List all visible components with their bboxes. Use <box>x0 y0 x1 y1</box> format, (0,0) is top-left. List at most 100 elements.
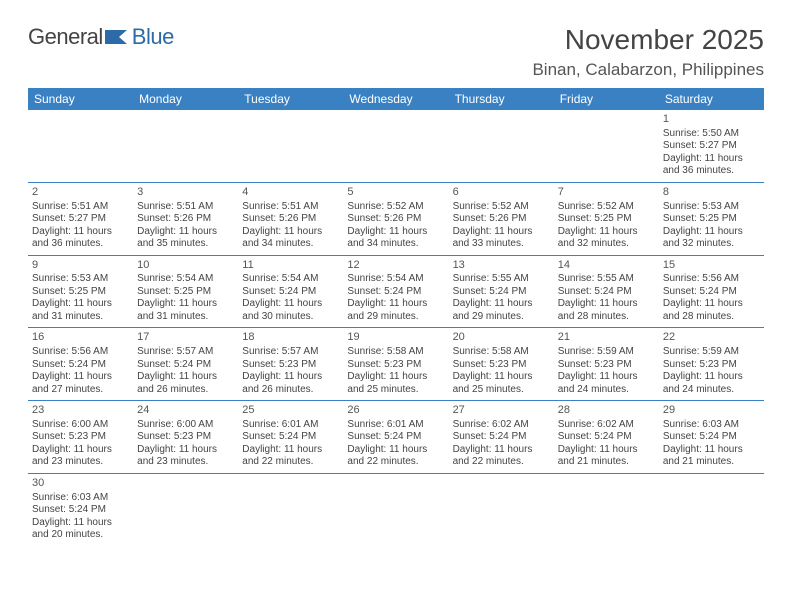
day-info-line: Daylight: 11 hours <box>558 371 655 384</box>
day-info-line: Sunset: 5:26 PM <box>347 213 444 226</box>
calendar-cell: 26Sunrise: 6:01 AMSunset: 5:24 PMDayligh… <box>343 401 448 474</box>
calendar-cell: 16Sunrise: 5:56 AMSunset: 5:24 PMDayligh… <box>28 328 133 401</box>
day-number: 20 <box>453 331 550 345</box>
day-number: 5 <box>347 186 444 200</box>
day-info-line: Daylight: 11 hours <box>32 298 129 311</box>
weekday-header: Friday <box>554 88 659 110</box>
day-info-line: Sunset: 5:26 PM <box>137 213 234 226</box>
calendar-cell-empty <box>238 110 343 182</box>
day-info-line: and 35 minutes. <box>137 238 234 251</box>
day-info-line: Sunrise: 5:53 AM <box>32 273 129 286</box>
calendar-cell-empty <box>133 473 238 545</box>
day-info-line: Sunset: 5:24 PM <box>558 286 655 299</box>
calendar-cell-empty <box>554 110 659 182</box>
calendar-body: 1Sunrise: 5:50 AMSunset: 5:27 PMDaylight… <box>28 110 764 546</box>
day-info-line: Sunrise: 5:52 AM <box>453 201 550 214</box>
calendar-cell: 15Sunrise: 5:56 AMSunset: 5:24 PMDayligh… <box>659 255 764 328</box>
calendar-cell: 3Sunrise: 5:51 AMSunset: 5:26 PMDaylight… <box>133 182 238 255</box>
day-info-line: Sunset: 5:24 PM <box>137 359 234 372</box>
day-info-line: Sunset: 5:26 PM <box>453 213 550 226</box>
brand-part2: Blue <box>132 24 174 50</box>
day-info-line: Sunrise: 5:59 AM <box>663 346 760 359</box>
day-info-line: Sunset: 5:25 PM <box>137 286 234 299</box>
day-info-line: and 36 minutes. <box>32 238 129 251</box>
weekday-header: Monday <box>133 88 238 110</box>
day-info-line: Daylight: 11 hours <box>558 298 655 311</box>
day-info-line: Sunrise: 6:02 AM <box>453 419 550 432</box>
day-info-line: and 30 minutes. <box>242 311 339 324</box>
calendar-cell-empty <box>554 473 659 545</box>
calendar-cell: 20Sunrise: 5:58 AMSunset: 5:23 PMDayligh… <box>449 328 554 401</box>
calendar-cell: 1Sunrise: 5:50 AMSunset: 5:27 PMDaylight… <box>659 110 764 182</box>
day-info-line: Sunset: 5:23 PM <box>137 431 234 444</box>
day-info-line: Sunset: 5:24 PM <box>663 286 760 299</box>
day-info-line: Sunset: 5:23 PM <box>347 359 444 372</box>
day-info-line: Sunset: 5:24 PM <box>347 286 444 299</box>
day-info-line: Daylight: 11 hours <box>242 226 339 239</box>
day-info-line: and 23 minutes. <box>137 456 234 469</box>
day-info-line: and 33 minutes. <box>453 238 550 251</box>
title-block: November 2025 Binan, Calabarzon, Philipp… <box>532 24 764 86</box>
day-number: 6 <box>453 186 550 200</box>
day-info-line: Daylight: 11 hours <box>137 298 234 311</box>
day-info-line: Sunrise: 5:55 AM <box>453 273 550 286</box>
day-info-line: Daylight: 11 hours <box>453 371 550 384</box>
calendar-cell: 5Sunrise: 5:52 AMSunset: 5:26 PMDaylight… <box>343 182 448 255</box>
day-info-line: Daylight: 11 hours <box>663 153 760 166</box>
day-info-line: and 32 minutes. <box>663 238 760 251</box>
calendar-row: 2Sunrise: 5:51 AMSunset: 5:27 PMDaylight… <box>28 182 764 255</box>
day-info-line: Sunrise: 5:54 AM <box>347 273 444 286</box>
day-info-line: Daylight: 11 hours <box>347 226 444 239</box>
day-info-line: Daylight: 11 hours <box>663 298 760 311</box>
day-number: 17 <box>137 331 234 345</box>
calendar-cell: 17Sunrise: 5:57 AMSunset: 5:24 PMDayligh… <box>133 328 238 401</box>
day-info-line: Daylight: 11 hours <box>32 517 129 530</box>
day-info-line: Daylight: 11 hours <box>347 371 444 384</box>
weekday-header: Saturday <box>659 88 764 110</box>
day-info-line: Sunrise: 5:50 AM <box>663 128 760 141</box>
day-number: 4 <box>242 186 339 200</box>
day-info-line: Daylight: 11 hours <box>663 371 760 384</box>
day-info-line: Sunset: 5:27 PM <box>663 140 760 153</box>
day-info-line: Daylight: 11 hours <box>663 226 760 239</box>
day-info-line: Sunset: 5:24 PM <box>32 359 129 372</box>
day-info-line: Daylight: 11 hours <box>137 226 234 239</box>
day-info-line: Sunset: 5:24 PM <box>242 286 339 299</box>
day-number: 13 <box>453 259 550 273</box>
flag-icon <box>105 28 131 46</box>
day-number: 10 <box>137 259 234 273</box>
day-info-line: and 21 minutes. <box>558 456 655 469</box>
day-info-line: Sunrise: 6:03 AM <box>32 492 129 505</box>
calendar-cell-empty <box>343 110 448 182</box>
calendar-cell: 8Sunrise: 5:53 AMSunset: 5:25 PMDaylight… <box>659 182 764 255</box>
location-text: Binan, Calabarzon, Philippines <box>532 60 764 80</box>
day-info-line: and 20 minutes. <box>32 529 129 542</box>
day-info-line: Sunrise: 6:01 AM <box>347 419 444 432</box>
calendar-cell: 23Sunrise: 6:00 AMSunset: 5:23 PMDayligh… <box>28 401 133 474</box>
calendar-cell: 25Sunrise: 6:01 AMSunset: 5:24 PMDayligh… <box>238 401 343 474</box>
day-number: 29 <box>663 404 760 418</box>
day-number: 3 <box>137 186 234 200</box>
day-info-line: and 31 minutes. <box>32 311 129 324</box>
calendar-cell-empty <box>449 473 554 545</box>
day-number: 23 <box>32 404 129 418</box>
day-info-line: Daylight: 11 hours <box>32 226 129 239</box>
day-number: 22 <box>663 331 760 345</box>
weekday-header: Sunday <box>28 88 133 110</box>
page-title: November 2025 <box>532 24 764 56</box>
day-info-line: Sunrise: 5:51 AM <box>242 201 339 214</box>
day-number: 2 <box>32 186 129 200</box>
day-info-line: Sunset: 5:24 PM <box>242 431 339 444</box>
day-info-line: Sunset: 5:23 PM <box>242 359 339 372</box>
calendar-cell-empty <box>659 473 764 545</box>
day-info-line: Daylight: 11 hours <box>347 298 444 311</box>
day-number: 12 <box>347 259 444 273</box>
day-info-line: and 34 minutes. <box>242 238 339 251</box>
calendar-cell-empty <box>28 110 133 182</box>
day-info-line: and 31 minutes. <box>137 311 234 324</box>
calendar-cell: 10Sunrise: 5:54 AMSunset: 5:25 PMDayligh… <box>133 255 238 328</box>
day-number: 8 <box>663 186 760 200</box>
calendar-cell: 14Sunrise: 5:55 AMSunset: 5:24 PMDayligh… <box>554 255 659 328</box>
calendar-cell: 28Sunrise: 6:02 AMSunset: 5:24 PMDayligh… <box>554 401 659 474</box>
calendar-cell: 13Sunrise: 5:55 AMSunset: 5:24 PMDayligh… <box>449 255 554 328</box>
